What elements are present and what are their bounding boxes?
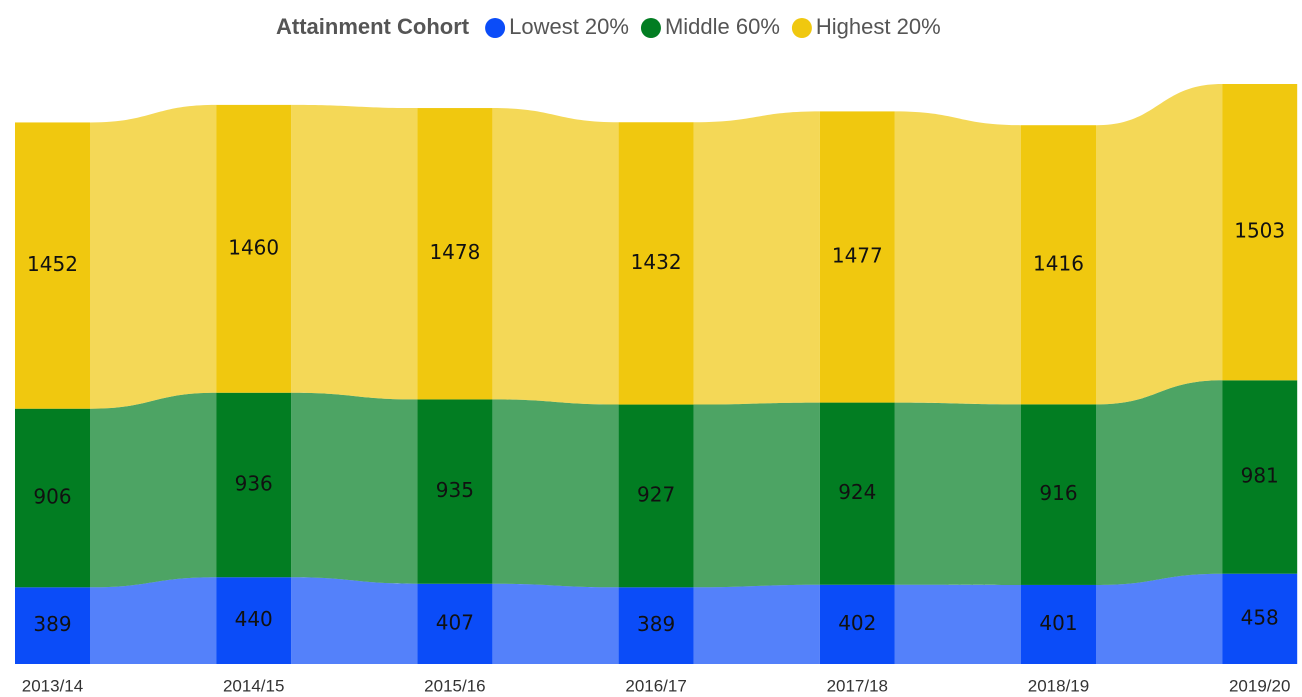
bar: [618, 404, 694, 588]
data-label: 935: [436, 478, 474, 502]
x-tick-label: 2014/15: [223, 676, 284, 695]
bar: [618, 587, 694, 664]
ribbon: [1096, 573, 1223, 664]
data-label: 401: [1039, 611, 1077, 635]
legend-label: Highest 20%: [816, 14, 941, 39]
legend: Attainment Cohort Lowest 20% Middle 60% Hi…: [276, 14, 941, 39]
bar: [417, 399, 493, 584]
bar: [1222, 573, 1298, 664]
data-label: 458: [1241, 605, 1279, 629]
data-label: 389: [33, 612, 71, 636]
data-label: 1432: [631, 250, 682, 274]
data-label: 927: [637, 482, 675, 506]
data-label: 936: [235, 471, 273, 495]
data-label: 402: [838, 611, 876, 635]
data-label: 1416: [1033, 251, 1084, 275]
x-tick-label: 2016/17: [625, 676, 686, 695]
bar: [819, 111, 895, 403]
data-label: 389: [637, 612, 675, 636]
data-label: 1503: [1234, 219, 1285, 243]
x-tick-label: 2015/16: [424, 676, 485, 695]
ribbon: [90, 577, 217, 664]
ribbon: [90, 392, 217, 588]
ribbon: [492, 583, 619, 664]
data-label: 407: [436, 610, 474, 634]
ribbon: [492, 399, 619, 588]
bar: [417, 583, 493, 664]
ribbon: [1096, 84, 1223, 405]
legend-title: Attainment Cohort: [276, 14, 470, 39]
ribbon: [693, 111, 820, 405]
data-label: 1478: [429, 240, 480, 264]
data-label: 906: [33, 485, 71, 509]
data-label: 981: [1241, 464, 1279, 488]
bar: [216, 104, 292, 393]
bar: [417, 108, 493, 400]
x-tick-label: 2018/19: [1028, 676, 1089, 695]
bar: [1021, 125, 1096, 405]
bar: [819, 584, 895, 664]
bar: [618, 122, 694, 405]
legend-marker: [791, 18, 812, 38]
data-label: 916: [1039, 481, 1077, 505]
x-tick-label: 2013/14: [22, 676, 83, 695]
ribbon: [693, 402, 820, 588]
ribbon: [693, 584, 820, 664]
legend-marker: [485, 18, 506, 38]
legend-label: Lowest 20%: [509, 14, 629, 39]
ribbon: [492, 108, 619, 405]
ribbon: [291, 577, 418, 664]
bar: [1222, 380, 1298, 574]
data-label: 1477: [832, 243, 883, 267]
legend-label: Middle 60%: [665, 14, 780, 39]
x-tick-label: 2019/20: [1229, 676, 1290, 695]
bar: [1222, 84, 1298, 381]
bar: [15, 122, 90, 409]
ribbon: [894, 584, 1021, 664]
data-label: 1460: [228, 235, 279, 259]
bar: [216, 392, 292, 578]
ribbon: [1096, 380, 1223, 585]
ribbon: [894, 111, 1021, 405]
bar: [819, 402, 895, 585]
x-tick-label: 2017/18: [827, 676, 888, 695]
ribbon: [90, 104, 217, 409]
data-label: 440: [235, 607, 273, 631]
bar: [1021, 404, 1096, 585]
ribbon: [291, 104, 418, 400]
data-label: 924: [838, 480, 876, 504]
bar: [15, 408, 90, 588]
ribbon: [894, 402, 1021, 585]
ribbon: [291, 392, 418, 584]
bar: [1021, 584, 1096, 664]
bar: [15, 587, 90, 664]
bar: [216, 577, 292, 664]
legend-marker: [640, 18, 661, 38]
data-label: 1452: [27, 252, 78, 276]
